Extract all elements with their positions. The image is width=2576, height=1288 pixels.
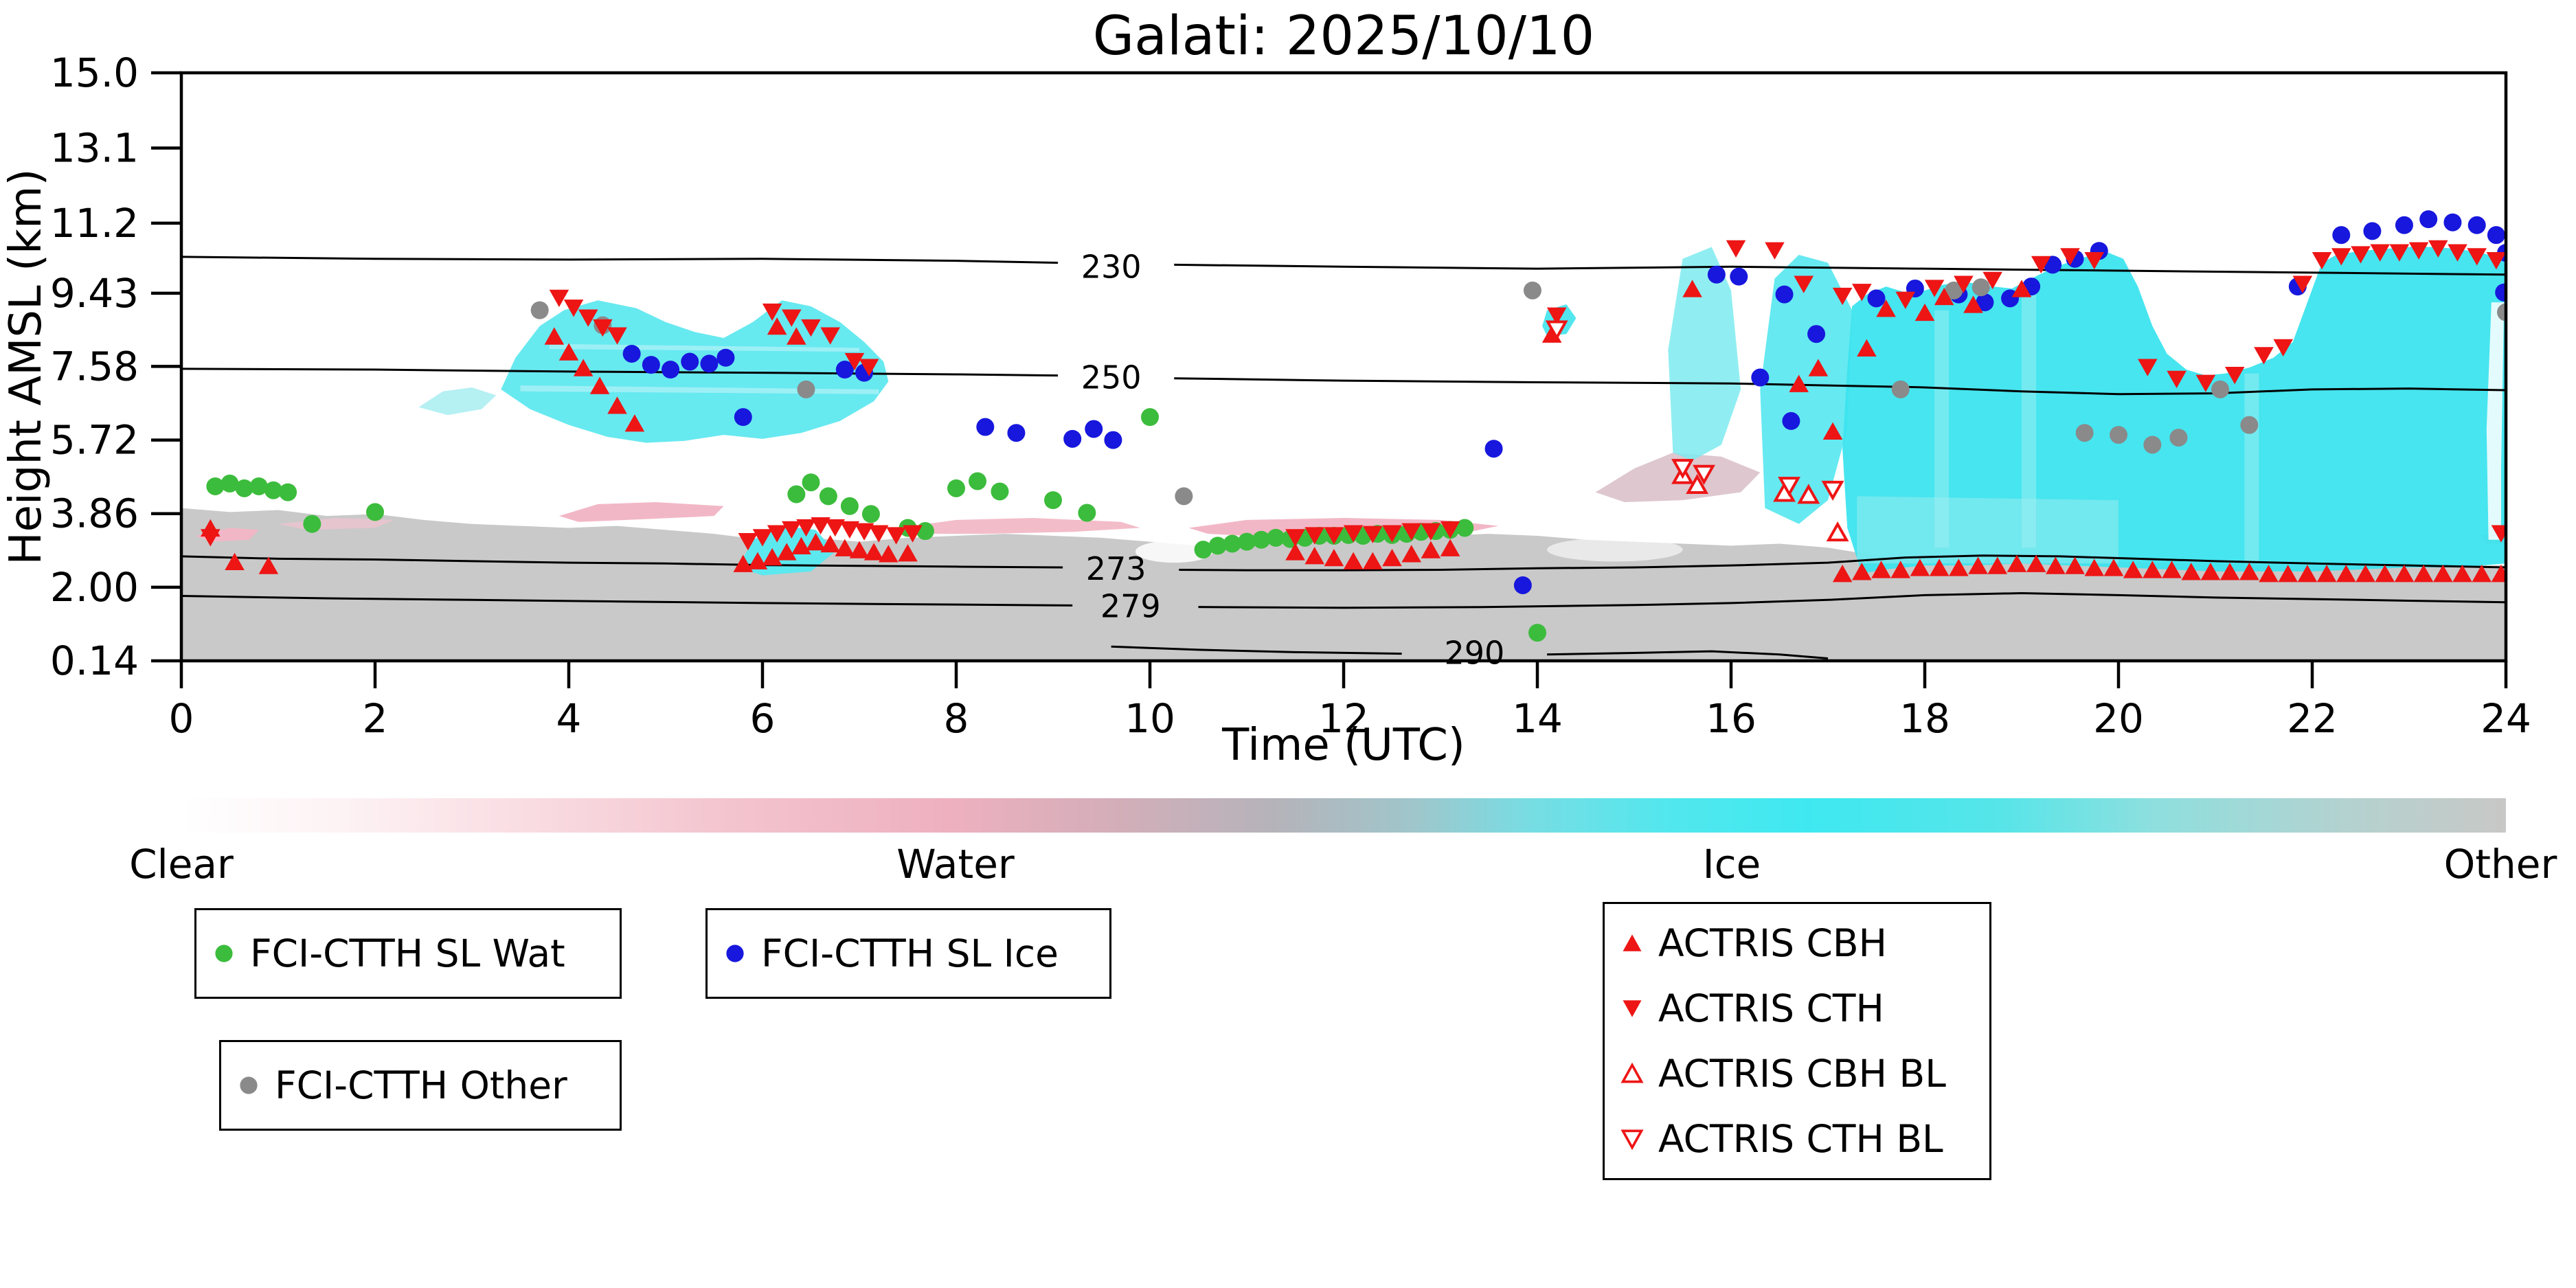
svg-text:250: 250: [1081, 359, 1142, 396]
plot-title: Galati: 2025/10/10: [1092, 5, 1595, 67]
svg-text:16: 16: [1706, 695, 1756, 742]
svg-text:0.14: 0.14: [50, 637, 139, 684]
svg-text:290: 290: [1444, 634, 1504, 671]
ice-a-streak-2: [549, 343, 859, 352]
contour-layer: [181, 256, 2506, 660]
svg-text:9.43: 9.43: [50, 270, 139, 317]
legend-label-actris-cth-bl: ACTRIS CTH BL: [1658, 1116, 1943, 1161]
band-hole-1: [1135, 540, 1213, 563]
x-axis-label: Time (UTC): [1222, 720, 1465, 771]
svg-text:15.0: 15.0: [50, 49, 139, 96]
svg-text:5.72: 5.72: [50, 417, 139, 464]
svg-text:18: 18: [1899, 695, 1950, 742]
svg-text:3.86: 3.86: [50, 490, 139, 537]
green-circle-marker-icon: [215, 945, 233, 962]
band-hole-2: [1547, 537, 1683, 562]
svg-text:4: 4: [556, 695, 582, 742]
svg-text:11.2: 11.2: [50, 200, 139, 247]
ice-mass-streak-3: [2244, 373, 2259, 564]
legend-sl-wat: FCI-CTTH SL Wat: [194, 908, 622, 999]
legend-actris: ACTRIS CBH ACTRIS CTH ACTRIS CBH BL ACTR…: [1603, 902, 1991, 1180]
svg-text:0: 0: [169, 695, 194, 742]
red-triangle-up-open-icon: [1620, 1062, 1644, 1083]
colorbar-label-ice: Ice: [1702, 841, 1761, 888]
svg-text:6: 6: [750, 695, 776, 742]
series-fci-ctth-other: [530, 278, 2506, 506]
ice-mass-streak-2: [2022, 286, 2037, 548]
red-triangle-down-open-icon: [1620, 1129, 1644, 1150]
colorbar-label-other: Other: [2443, 841, 2557, 888]
svg-text:10: 10: [1125, 695, 1175, 742]
ice-mass-streak-1: [1934, 310, 1950, 548]
svg-text:279: 279: [1100, 588, 1161, 625]
series-actris-cbh: [201, 280, 2506, 583]
raster-layer: [181, 247, 2506, 661]
legend-label-actris-cbh-bl: ACTRIS CBH BL: [1658, 1051, 1946, 1096]
svg-text:12: 12: [1318, 695, 1369, 742]
blue-circle-marker-icon: [726, 945, 744, 962]
scatter-layer: [201, 210, 2506, 642]
legend-label-sl-ice: FCI-CTTH SL Ice: [761, 931, 1059, 975]
svg-text:22: 22: [2287, 695, 2338, 742]
water-strip-1: [558, 502, 724, 522]
svg-text:273: 273: [1086, 550, 1146, 587]
ice-column-155h: [1668, 247, 1741, 461]
white-column-right: [2486, 302, 2505, 540]
legend-label-sl-wat: FCI-CTTH SL Wat: [250, 931, 565, 975]
red-triangle-down-filled-icon: [1623, 1000, 1642, 1017]
grey-circle-marker-icon: [240, 1076, 258, 1094]
svg-text:24: 24: [2481, 695, 2531, 742]
ice-faint-left: [418, 387, 497, 416]
classification-colorbar: [181, 798, 2506, 833]
series-actris-cth-bl: [1545, 320, 1844, 501]
legend-other: FCI-CTTH Other: [219, 1040, 622, 1131]
svg-text:230: 230: [1081, 248, 1142, 285]
svg-text:8: 8: [944, 695, 969, 742]
series-actris-cth: [201, 240, 2506, 551]
legend-sl-ice: FCI-CTTH SL Ice: [705, 908, 1111, 999]
legend-label-actris-cbh: ACTRIS CBH: [1658, 921, 1887, 966]
series-fci-ctth-sl-ice: [622, 210, 2506, 594]
colorbar-label-clear: Clear: [129, 841, 234, 888]
legend-label-actris-cth: ACTRIS CTH: [1658, 986, 1884, 1031]
colorbar-label-water: Water: [896, 841, 1015, 888]
legend-label-other: FCI-CTTH Other: [275, 1063, 567, 1107]
ice-mass-right: [1842, 247, 2506, 574]
svg-text:20: 20: [2093, 695, 2144, 742]
svg-text:13.1: 13.1: [50, 124, 139, 171]
svg-text:7.58: 7.58: [50, 343, 139, 389]
svg-text:2.00: 2.00: [50, 564, 139, 611]
svg-text:14: 14: [1512, 695, 1563, 742]
ice-mass-light-lower: [1857, 496, 2119, 564]
ice-a-streak-1: [520, 385, 879, 394]
red-triangle-up-filled-icon: [1623, 934, 1642, 952]
svg-text:2: 2: [363, 695, 388, 742]
water-strip-2: [898, 518, 1140, 534]
